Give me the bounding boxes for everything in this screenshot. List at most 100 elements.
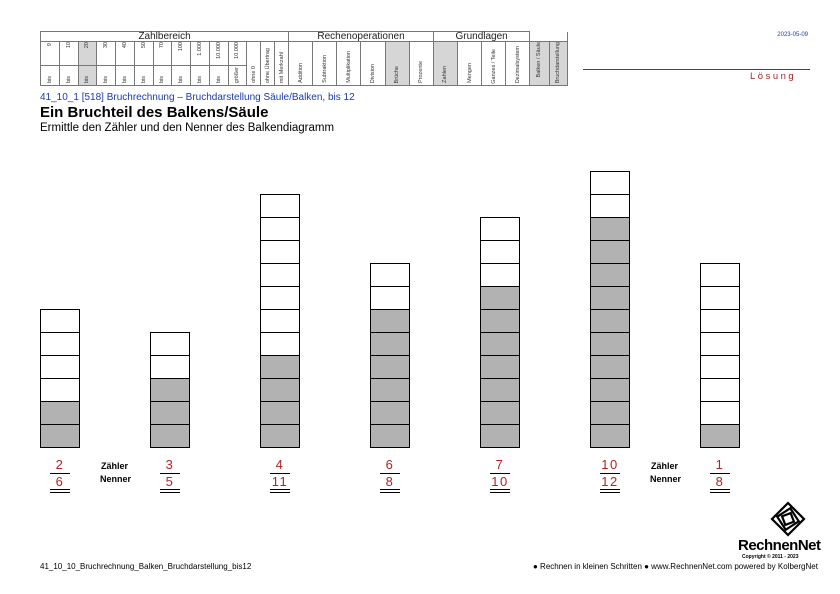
bar-cell-shaded <box>480 378 520 402</box>
range-option-cell: mit Merkzahl <box>274 40 290 87</box>
fraction-denominator: 8 <box>715 474 725 489</box>
fraction-bar <box>490 473 510 474</box>
bar-cell-empty <box>590 171 630 195</box>
basics-cell: Dezimalsystem <box>505 40 531 87</box>
range-cell-top: 1.000 <box>190 40 210 67</box>
bar-cell-empty <box>40 355 80 379</box>
operation-cell: Brüche <box>384 40 410 87</box>
bar-cell-empty <box>700 401 740 425</box>
bar-cell-empty <box>150 332 190 356</box>
bar-cell-shaded <box>370 424 410 448</box>
bar-cell-empty <box>260 263 300 287</box>
range-option-cell-text: mit Merkzahl <box>278 52 285 84</box>
footer-slogan: ● Rechnen in kleinen Schritten ● www.Rec… <box>533 562 818 571</box>
range-value: 9 <box>46 42 53 46</box>
bar-cell-shaded <box>480 286 520 310</box>
bar-cell-empty <box>700 286 740 310</box>
bar-cell-empty <box>260 240 300 264</box>
bar-cell-shaded <box>40 401 80 425</box>
range-qualifier: bis <box>196 76 203 84</box>
bar-cell-shaded <box>590 332 630 356</box>
fraction-denominator: 6 <box>55 474 65 489</box>
fraction-numerator: 10 <box>601 457 619 472</box>
denominator-label: Nenner <box>100 474 132 484</box>
bar-cell-empty <box>700 378 740 402</box>
operation-cell-text: Multiplikation <box>345 51 352 84</box>
range-qualifier: bis <box>140 76 147 84</box>
bar-cell-shaded <box>260 401 300 425</box>
representation-cell-text: Bruchdarstellung <box>555 42 562 84</box>
bar-cell-empty <box>40 309 80 333</box>
range-value: 20 <box>84 42 91 49</box>
bar-cell-shaded <box>480 424 520 448</box>
bar-cell-empty <box>480 217 520 241</box>
bar-cell-empty <box>260 217 300 241</box>
fraction-bar <box>270 473 290 474</box>
range-option-cell-text: ohne 0 <box>250 66 257 84</box>
range-value: 1.000 <box>196 42 203 56</box>
bar-cell-empty <box>700 332 740 356</box>
range-cell-bottom: bis <box>190 65 210 87</box>
fraction-denominator: 12 <box>601 474 619 489</box>
solution-divider <box>583 69 810 70</box>
bar-cell-shaded <box>480 355 520 379</box>
operation-cell: Subtraktion <box>312 40 338 87</box>
range-option-cell-text: ohne Übertrag <box>264 48 271 84</box>
bar-cell-shaded <box>700 424 740 448</box>
fraction-numerator: 2 <box>55 457 65 472</box>
range-option-cell: ohne 0 <box>246 40 262 87</box>
fraction-underline <box>600 489 620 493</box>
fraction-denominator: 10 <box>491 474 509 489</box>
bar-cell-shaded <box>150 378 190 402</box>
bar-cell-empty <box>40 332 80 356</box>
bar-cell-shaded <box>150 401 190 425</box>
bar-cell-shaded <box>590 355 630 379</box>
range-cell-bottom: bis <box>133 65 154 87</box>
bar-cell-empty <box>260 194 300 218</box>
basics-cell: Zahlen <box>432 40 458 87</box>
bar-cell-shaded <box>590 309 630 333</box>
range-value: 70 <box>159 42 166 49</box>
range-cell-top: 30 <box>96 40 116 67</box>
rechnennet-logo-icon <box>770 501 806 537</box>
basics-cell-text: Dezimalsystem <box>514 45 521 84</box>
bar-cell-shaded <box>590 401 630 425</box>
fraction-denominator: 5 <box>165 474 175 489</box>
bar-cell-shaded <box>260 355 300 379</box>
range-cell-top: 9 <box>40 40 60 67</box>
range-cell-top: 20 <box>77 40 98 67</box>
range-qualifier: bis <box>121 76 128 84</box>
date-stamp: 2023-05-09 <box>777 32 808 38</box>
bar-cell-empty <box>260 286 300 310</box>
range-cell-bottom: bis <box>96 65 116 87</box>
bar-cell-shaded <box>370 401 410 425</box>
bar-cell-shaded <box>590 263 630 287</box>
range-value: 10.000 <box>215 42 222 59</box>
range-value: 40 <box>121 42 128 49</box>
denominator-label: Nenner <box>650 474 682 484</box>
bar-cell-empty <box>370 263 410 287</box>
bar-cell-empty <box>150 355 190 379</box>
fraction-underline <box>710 489 730 493</box>
range-cell-top: 50 <box>133 40 154 67</box>
representation-cell: Balken / Säule <box>529 40 550 87</box>
bar-cell-shaded <box>40 424 80 448</box>
bar-cell-shaded <box>150 424 190 448</box>
range-qualifier: bis <box>46 76 53 84</box>
fraction-underline <box>490 489 510 493</box>
range-cell-top: 10.000 <box>227 40 248 67</box>
range-cell-bottom: bis <box>40 65 60 87</box>
operation-cell-text: Addition <box>297 63 304 84</box>
range-qualifier: bis <box>103 76 110 84</box>
range-cell-top: 70 <box>152 40 173 67</box>
group-rechenoperationen: Rechenoperationen <box>288 31 434 42</box>
range-cell-top: 40 <box>115 40 135 67</box>
group-grundlagen: Grundlagen <box>432 31 531 42</box>
bar-cell-shaded <box>590 424 630 448</box>
fraction-numerator: 1 <box>715 457 725 472</box>
operation-cell: Prozente <box>408 40 434 87</box>
task-instruction: Ermittle den Zähler und den Nenner des B… <box>40 122 335 134</box>
range-qualifier: bis <box>84 76 91 84</box>
fraction-underline <box>50 489 70 493</box>
fraction-numerator: 4 <box>275 457 285 472</box>
